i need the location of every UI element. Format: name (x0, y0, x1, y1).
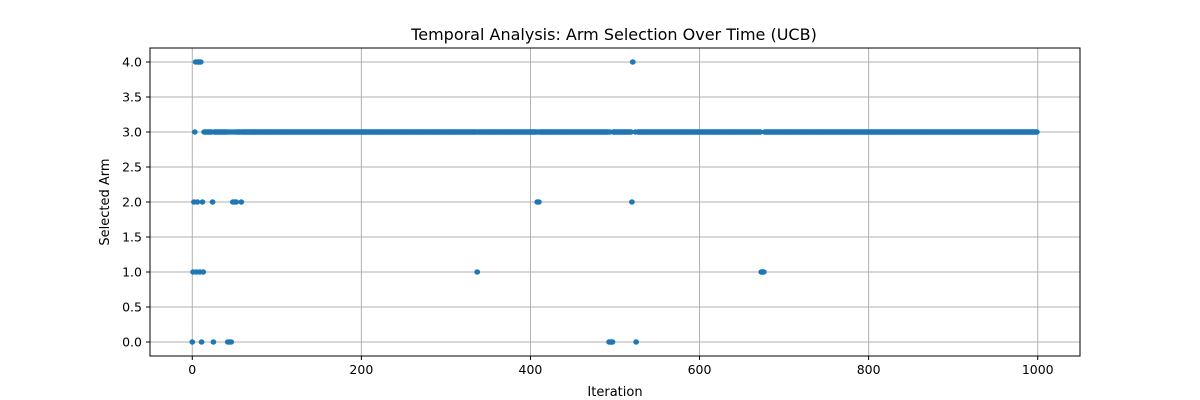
y-tick-label: 2.0 (122, 195, 142, 210)
x-tick-label: 200 (349, 362, 373, 377)
data-point (189, 339, 196, 345)
data-point (200, 269, 207, 275)
data-point (238, 199, 245, 205)
y-tick-label: 1.0 (122, 265, 142, 280)
data-point (228, 339, 235, 345)
y-tick-label: 1.5 (122, 230, 142, 245)
data-points (189, 59, 1040, 345)
grid-lines (150, 48, 1080, 356)
data-point (210, 339, 217, 345)
data-point (233, 199, 240, 205)
data-point (198, 339, 205, 345)
data-point (474, 269, 481, 275)
data-point (197, 59, 204, 65)
data-point (209, 199, 216, 205)
y-tick-label: 3.5 (122, 90, 142, 105)
x-axis-label: Iteration (587, 385, 642, 400)
data-point (199, 199, 206, 205)
x-axis-ticks: 0 200 400 600 800 1000 (188, 356, 1054, 377)
y-tick-label: 2.5 (122, 160, 142, 175)
chart-title: Temporal Analysis: Arm Selection Over Ti… (410, 25, 817, 44)
x-tick-label: 1000 (1022, 362, 1054, 377)
y-tick-label: 3.0 (122, 125, 142, 140)
data-point (191, 129, 198, 135)
data-point (760, 269, 767, 275)
x-tick-label: 800 (857, 362, 881, 377)
y-axis-label: Selected Arm (98, 158, 113, 245)
data-point (633, 339, 640, 345)
x-tick-label: 600 (688, 362, 712, 377)
data-point (609, 339, 616, 345)
y-tick-label: 0.5 (122, 300, 142, 315)
x-tick-label: 0 (188, 362, 196, 377)
data-point (536, 199, 542, 205)
data-point (629, 199, 635, 205)
x-tick-label: 400 (519, 362, 543, 377)
y-tick-label: 4.0 (122, 55, 142, 70)
data-point (194, 199, 201, 205)
y-tick-label: 0.0 (122, 335, 142, 350)
data-point (629, 59, 636, 65)
y-axis-ticks: 0.0 0.5 1.0 1.5 2.0 2.5 3.0 3.5 4.0 (122, 55, 150, 350)
data-point (1033, 129, 1040, 135)
